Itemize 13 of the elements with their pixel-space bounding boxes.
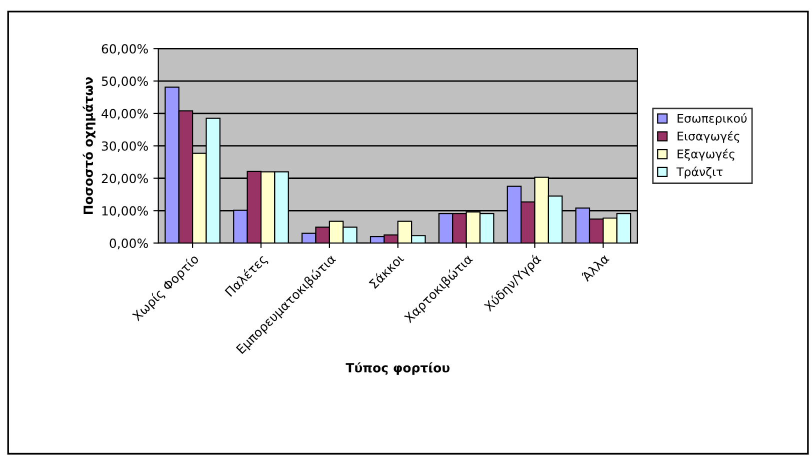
legend-label: Εσωπερικού bbox=[678, 113, 747, 126]
x-axis-title: Τύπος φορτίου bbox=[346, 362, 450, 375]
y-tick-label: 20,00% bbox=[102, 174, 148, 184]
y-tick-label: 30,00% bbox=[102, 141, 148, 152]
legend-label: Τράνζιτ bbox=[676, 166, 723, 179]
y-tick-label: 50,00% bbox=[102, 76, 148, 88]
legend-label: Εξαγωγές bbox=[678, 148, 734, 161]
y-tick-label: 60,00% bbox=[102, 44, 148, 55]
y-tick-label: 10,00% bbox=[102, 206, 148, 217]
legend-label: Εισαγωγές bbox=[678, 130, 740, 143]
y-tick-label: 40,00% bbox=[102, 108, 148, 120]
y-axis-title: Ποσοστό οχημάτων bbox=[82, 77, 96, 214]
y-tick-label: 0,00% bbox=[110, 238, 148, 250]
